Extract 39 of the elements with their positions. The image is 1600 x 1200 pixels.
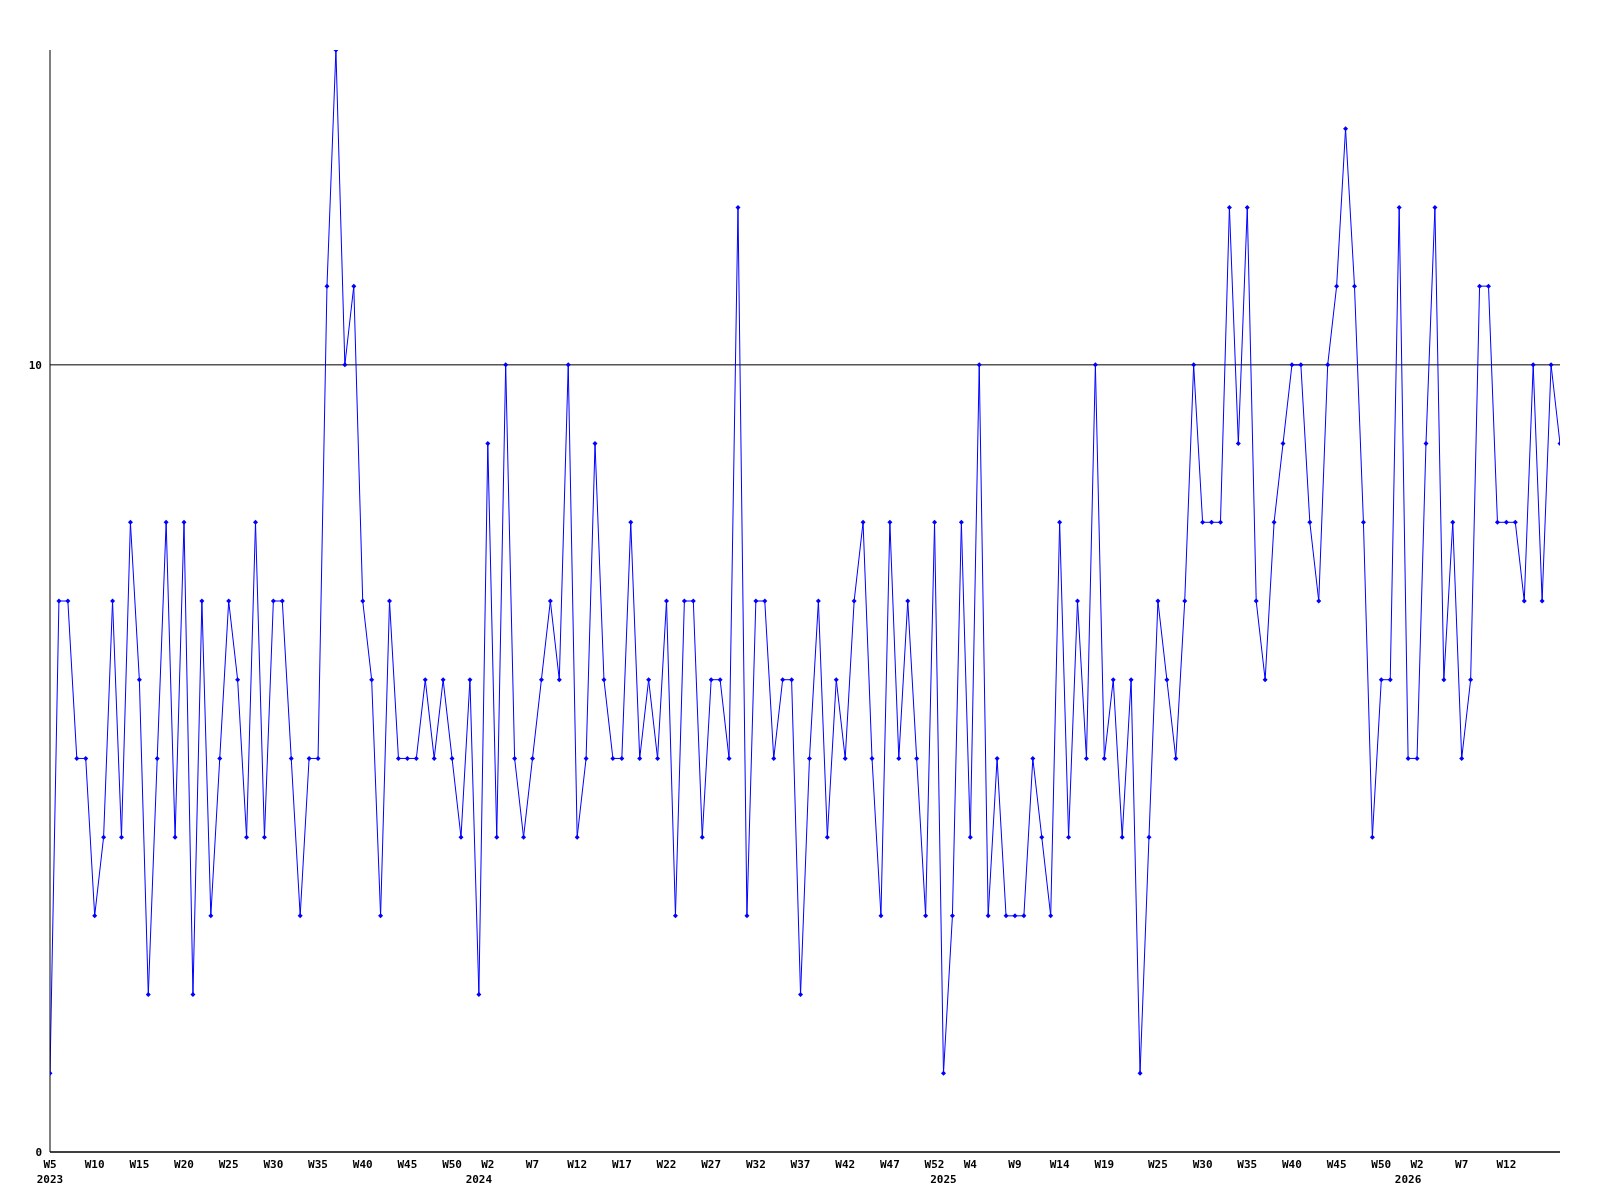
x-tick-label: 2024 xyxy=(465,1173,493,1186)
x-tick-label: W14 xyxy=(1049,1158,1070,1171)
x-tick-label: W12 xyxy=(1496,1158,1517,1171)
x-tick-label: W2 xyxy=(481,1158,495,1171)
x-tick-label: W17 xyxy=(611,1158,632,1171)
x-tick-label: W45 xyxy=(397,1158,418,1171)
x-tick-label: W52 xyxy=(924,1158,945,1171)
x-tick-label: W4 xyxy=(963,1158,978,1171)
x-tick-label: W9 xyxy=(1008,1158,1022,1171)
x-tick-label: W50 xyxy=(1371,1158,1392,1171)
x-tick-label: W50 xyxy=(442,1158,463,1171)
x-tick-label: W7 xyxy=(525,1158,540,1171)
x-tick-label: W12 xyxy=(567,1158,588,1171)
x-tick-label: 2025 xyxy=(930,1173,957,1186)
y-tick-label: 0 xyxy=(35,1145,42,1159)
x-tick-label: W40 xyxy=(1282,1158,1302,1171)
x-tick-label: W7 xyxy=(1455,1158,1469,1171)
x-tick-label: W45 xyxy=(1326,1158,1347,1171)
x-tick-label: W35 xyxy=(308,1158,328,1171)
x-tick-label: W27 xyxy=(701,1158,722,1171)
x-tick-label: W42 xyxy=(835,1158,856,1171)
x-tick-label: W25 xyxy=(1147,1158,1168,1171)
y-tick-label: 10 xyxy=(28,358,42,372)
x-tick-label: 2026 xyxy=(1394,1173,1422,1186)
x-tick-label: W32 xyxy=(745,1158,766,1171)
x-tick-label: W25 xyxy=(218,1158,239,1171)
x-tick-label: W20 xyxy=(174,1158,194,1171)
x-tick-label: W30 xyxy=(1192,1158,1213,1171)
x-tick-label: W15 xyxy=(129,1158,150,1171)
x-tick-label: W47 xyxy=(879,1158,900,1171)
x-tick-label: W10 xyxy=(84,1158,105,1171)
x-tick-label: W22 xyxy=(656,1158,677,1171)
x-tick-label: W35 xyxy=(1237,1158,1258,1171)
x-tick-label: W37 xyxy=(790,1158,811,1171)
x-tick-label: W30 xyxy=(263,1158,284,1171)
x-tick-label: W2 xyxy=(1410,1158,1424,1171)
x-tick-label: W19 xyxy=(1094,1158,1115,1171)
x-tick-label: W40 xyxy=(352,1158,373,1171)
x-tick-label: W5 2023 xyxy=(36,1158,64,1186)
